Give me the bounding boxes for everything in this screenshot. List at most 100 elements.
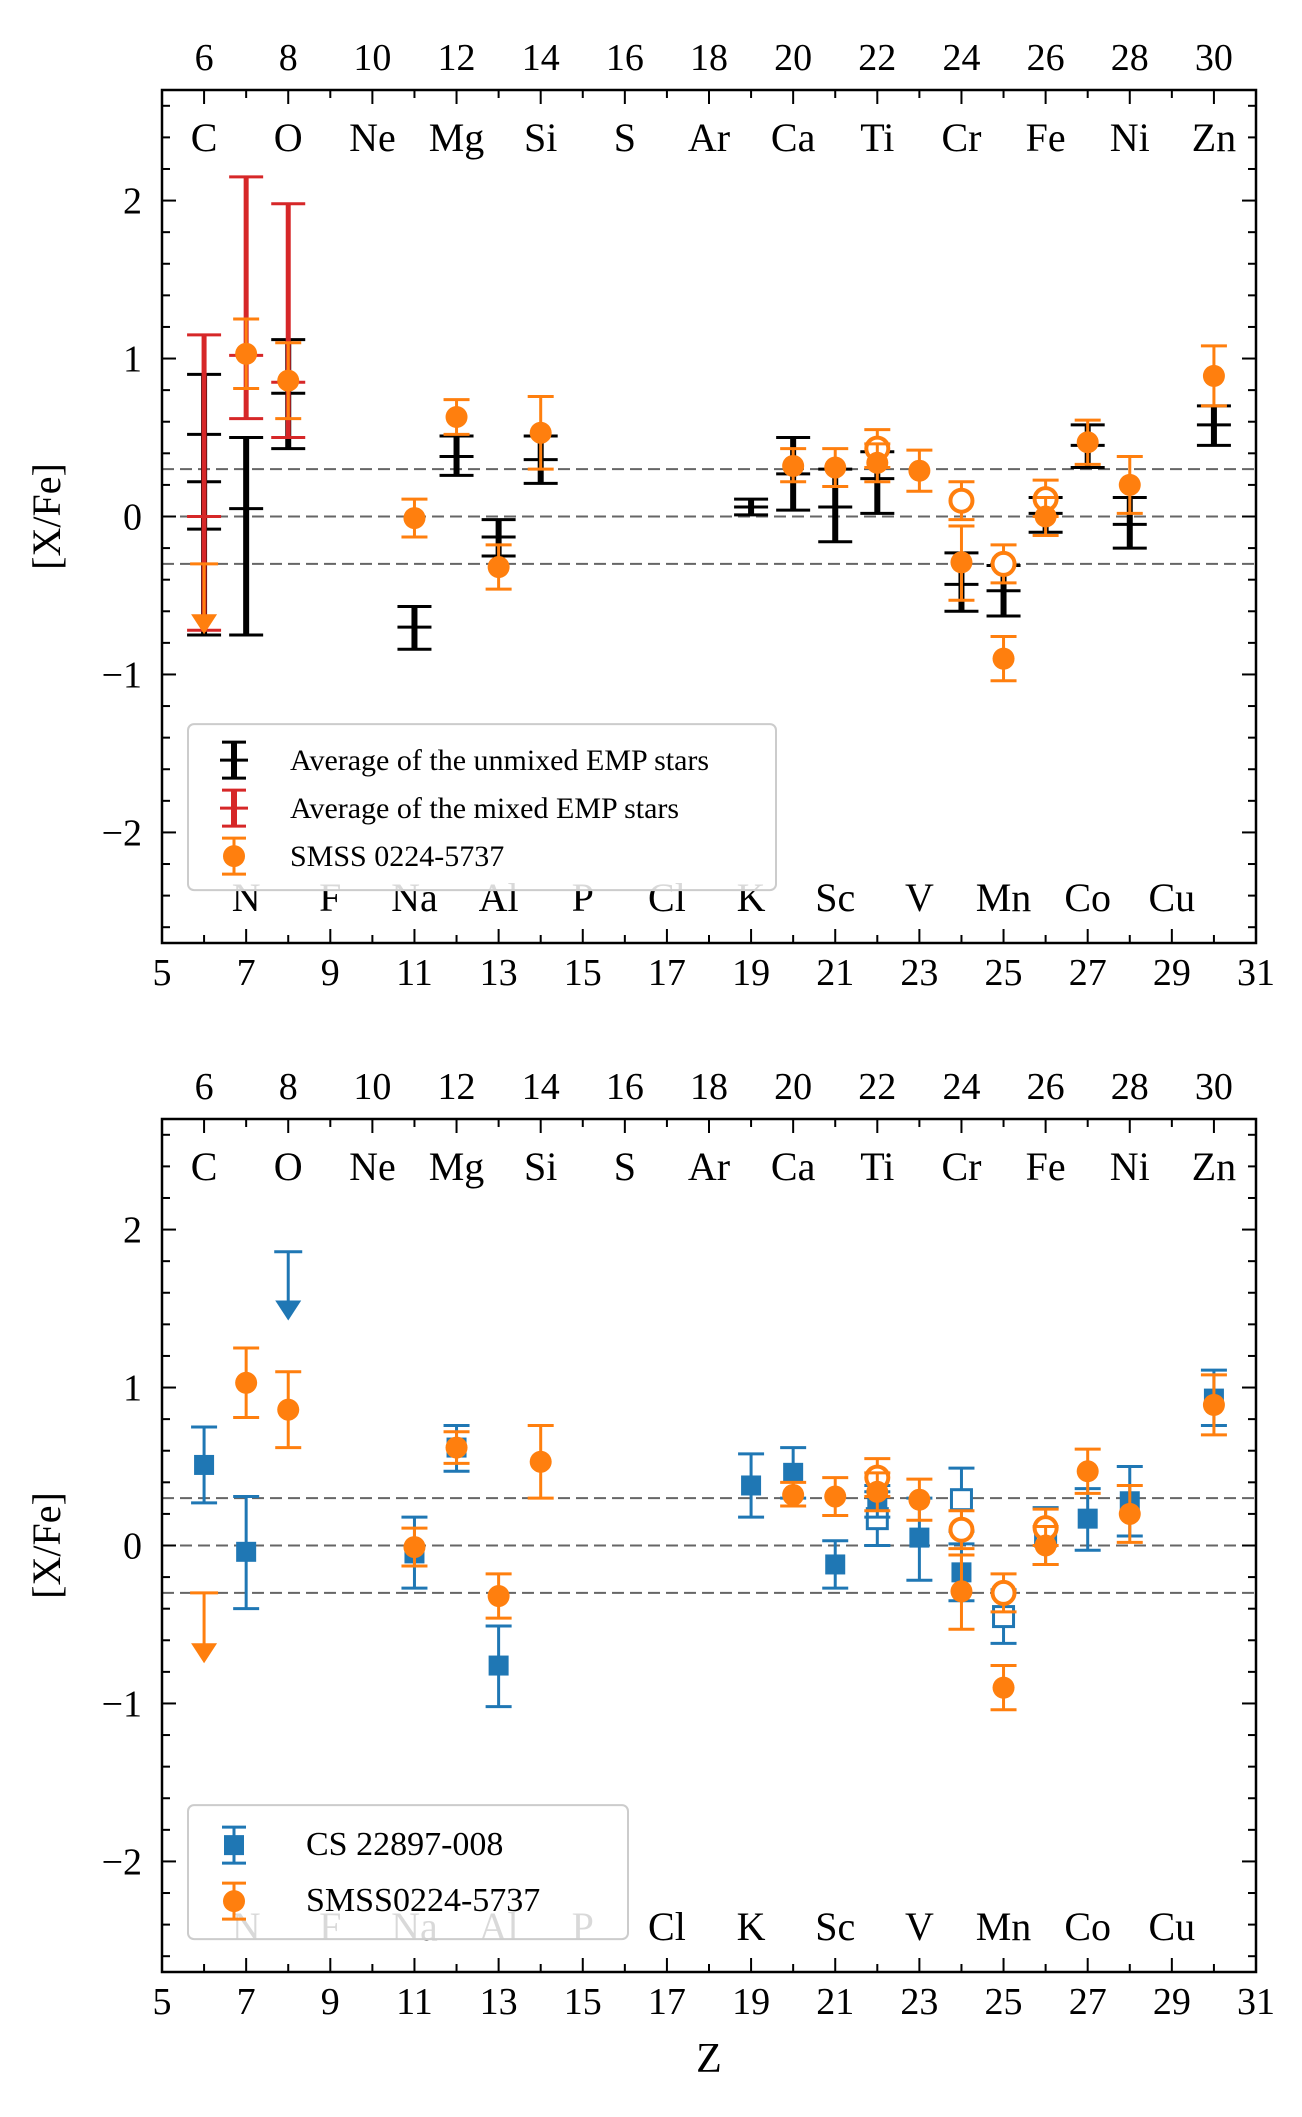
x-tick-label-top: 14 [522,1066,560,1108]
x-tick-label-top: 8 [279,37,298,79]
x-tick-label: 31 [1237,952,1275,994]
x-tick-label-top: 22 [858,1066,896,1108]
data-point [445,405,468,428]
data-point [824,1485,847,1508]
data-point [488,1655,509,1676]
element-label-bottom: Sc [815,1904,855,1949]
data-point [824,456,847,479]
element-label-top: O [274,115,303,160]
data-point [235,1371,258,1394]
element-label-top: Ni [1110,115,1150,160]
element-label-top: C [191,1144,218,1189]
legend-box [187,1804,629,1941]
x-tick-label-top: 10 [353,1066,391,1108]
element-label-top: Fe [1026,115,1066,160]
element-label-top: C [191,115,218,160]
data-point [1118,1502,1141,1525]
element-label-bottom: Co [1064,875,1111,920]
element-label-top: Zn [1192,115,1236,160]
legend-box [187,723,777,892]
x-tick-label-top: 28 [1111,37,1149,79]
data-point [950,1580,973,1603]
x-tick-label-top: 30 [1195,37,1233,79]
data-point [403,507,426,530]
element-label-top: Ti [860,1144,894,1189]
x-tick-label: 27 [1069,952,1107,994]
x-tick-label: 29 [1153,952,1191,994]
x-tick-label: 23 [900,952,938,994]
element-label-bottom: V [905,875,934,920]
data-point [1202,1393,1225,1416]
data-point [235,342,258,365]
x-tick-label-top: 12 [438,1066,476,1108]
element-label-top: Ne [349,115,396,160]
legend-label: SMSS 0224-5737 [290,840,504,873]
data-point-open [948,1516,975,1543]
x-tick-label-top: 24 [942,37,980,79]
limit-arrowhead [275,1300,302,1321]
data-point [908,1488,931,1511]
x-tick-label-top: 28 [1111,1066,1149,1108]
element-label-top: Fe [1026,1144,1066,1189]
data-point [277,369,300,392]
x-tick-label: 19 [732,952,770,994]
data-point [194,1454,215,1475]
data-point [236,1541,257,1562]
y-tick-label: 1 [123,1368,142,1410]
x-tick-label-top: 24 [942,1066,980,1108]
element-label-bottom: Mn [976,1904,1032,1949]
data-point [1077,1508,1098,1529]
legend-marker [223,1890,245,1913]
x-tick-label-top: 18 [690,1066,728,1108]
data-point [445,1436,468,1459]
data-point [529,421,552,444]
data-point [825,1554,846,1575]
legend-entry: SMSS 0224-5737 [222,836,504,876]
x-tick-label: 31 [1237,1981,1275,2023]
y-tick-label: 0 [123,1526,142,1568]
panel-top: 5 7 9 11 13 15 17 19 21 23 25 27 29 316 8 10 12 14 16 18 20 2… [24,37,1275,994]
x-tick-label-top: 16 [606,37,644,79]
legend-label: CS 22897-008 [306,1826,503,1863]
x-tick-label-top: 16 [606,1066,644,1108]
y-tick-label: 2 [123,1210,142,1252]
x-tick-label: 25 [985,952,1023,994]
x-tick-label: 13 [480,1981,518,2023]
data-point [1034,1534,1057,1557]
element-label-bottom: K [737,1904,766,1949]
x-tick-label: 11 [396,1981,433,2023]
element-label-bottom: Mn [976,875,1032,920]
series-smss-0224-5737 [190,317,1227,683]
element-label-bottom: Cu [1149,875,1196,920]
data-point [992,1676,1015,1699]
data-point [741,1475,762,1496]
x-tick-label-top: 6 [195,37,214,79]
data-point-open [990,1579,1017,1606]
data-point [909,1527,930,1548]
data-point [908,459,931,482]
y-tick-label: 2 [123,181,142,223]
x-tick-label-top: 22 [858,37,896,79]
x-tick-label-top: 12 [438,37,476,79]
element-label-top: O [274,1144,303,1189]
x-tick-label: 13 [480,952,518,994]
element-label-top: Ca [771,115,816,160]
legend: CS 22897-008 SMSS0224-5737 [187,1804,629,1941]
data-point [487,556,510,579]
element-label-bottom: Cl [648,1904,686,1949]
element-label-top: Si [524,1144,557,1189]
x-tick-label: 29 [1153,1981,1191,2023]
legend-marker [223,845,245,868]
data-point-open [949,1488,973,1512]
x-tick-label: 21 [816,1981,854,2023]
x-tick-label: 5 [153,952,172,994]
x-tick-label: 17 [648,952,686,994]
x-tick-label: 5 [153,1981,172,2023]
legend-label: Average of the mixed EMP stars [290,792,679,825]
series-cs-22897-008 [191,1250,1227,1709]
x-tick-label-top: 18 [690,37,728,79]
legend-label: SMSS0224-5737 [306,1882,540,1919]
legend-entry: CS 22897-008 [222,1825,503,1865]
x-tick-label-top: 10 [353,37,391,79]
element-label-top: Ar [688,1144,730,1189]
